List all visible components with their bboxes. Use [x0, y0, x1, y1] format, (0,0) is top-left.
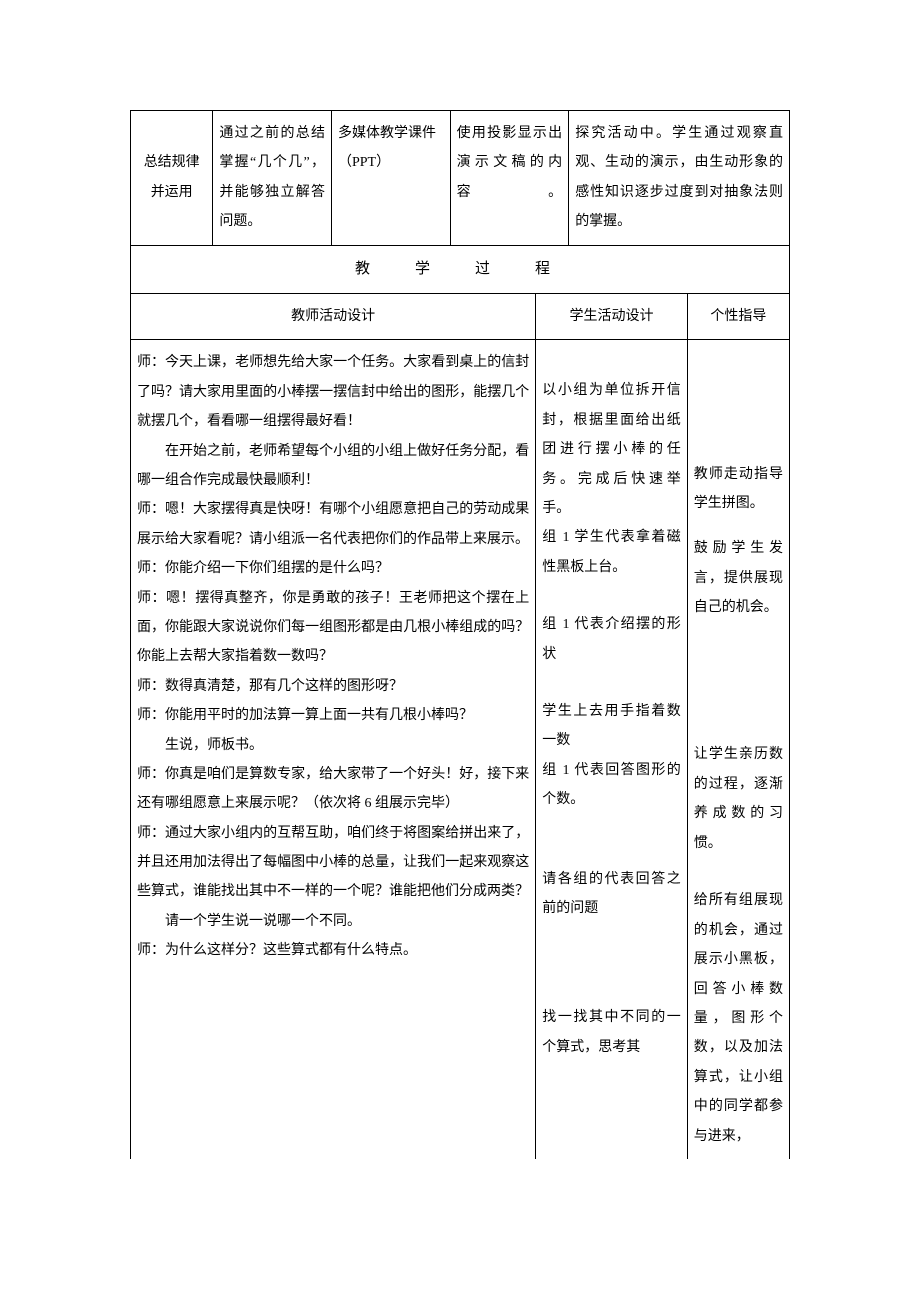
cell-stage: 总结规律并运用: [131, 111, 213, 246]
content-row-1: 师：今天上课，老师想先给大家一个任务。大家看到桌上的信封了吗？请大家用里面的小棒…: [131, 340, 790, 527]
student-activity: 以小组为单位拆开信封，根据里面给出纸团进行摆小棒的任务。完成后快速举手。 组 1…: [536, 340, 688, 1159]
teacher-p12: 师：为什么这样分？这些算式都有什么特点。: [137, 936, 529, 965]
teacher-p4: 师：你能介绍一下你们组摆的是什么吗？: [137, 554, 529, 583]
guide-g1: 教师走动指导学生拼图。: [687, 340, 789, 527]
header-student: 学生活动设计: [536, 294, 688, 340]
student-s2: 组 1 学生代表拿着磁性黑板上台。: [542, 523, 681, 582]
cell-purpose: 探究活动中。学生通过观察直观、生动的演示，由生动形象的感性知识逐步过度到对抽象法…: [569, 111, 790, 246]
student-s3: 组 1 代表介绍摆的形状: [542, 610, 681, 669]
guide-g4: 给所有组展现的机会，通过展示小黑板，回答小棒数量，图形个数，以及加法算式，让小组…: [687, 878, 789, 1159]
teacher-p11: 请一个学生说一说哪一个不同。: [137, 907, 529, 936]
header-guide: 个性指导: [687, 294, 789, 340]
teacher-activity: 师：今天上课，老师想先给大家一个任务。大家看到桌上的信封了吗？请大家用里面的小棒…: [131, 340, 536, 1159]
cell-media: 多媒体教学课件（PPT）: [331, 111, 450, 246]
cell-usage: 使用投影显示出演示文稿的内容。: [450, 111, 569, 246]
table-row: 总结规律并运用 通过之前的总结掌握“几个几”，并能够独立解答问题。 多媒体教学课…: [131, 111, 790, 246]
cell-objective: 通过之前的总结掌握“几个几”，并能够独立解答问题。: [213, 111, 332, 246]
header-teacher: 教师活动设计: [131, 294, 536, 340]
student-s1: 以小组为单位拆开信封，根据里面给出纸团进行摆小棒的任务。完成后快速举手。: [542, 376, 681, 523]
guide-g3: 让学生亲历数的过程，逐渐养成数的习惯。: [687, 732, 789, 878]
teacher-p6: 师：数得真清楚，那有几个这样的图形呀？: [137, 672, 529, 701]
lesson-plan-table: 总结规律并运用 通过之前的总结掌握“几个几”，并能够独立解答问题。 多媒体教学课…: [130, 110, 790, 1159]
teacher-p9: 师：你真是咱们是算数专家，给大家带了一个好头！好，接下来还有哪组愿意上来展示呢？…: [137, 760, 529, 819]
section-row: 教 学 过 程: [131, 245, 790, 294]
teacher-p3: 师：嗯！大家摆得真是快呀！有哪个小组愿意把自己的劳动成果展示给大家看呢？请小组派…: [137, 495, 529, 554]
teacher-p5: 师：嗯！摆得真整齐，你是勇敢的孩子！王老师把这个摆在上面，你能跟大家说说你们每一…: [137, 584, 529, 672]
guide-g2: 鼓励学生发言，提供展现自己的机会。: [687, 526, 789, 732]
student-s6: 请各组的代表回答之前的问题: [542, 865, 681, 924]
student-s7: 找一找其中不同的一个算式，思考其: [542, 1003, 681, 1062]
teacher-p2: 在开始之前，老师希望每个小组的小组上做好任务分配，看哪一组合作完成最快最顺利！: [137, 437, 529, 496]
student-s4: 学生上去用手指着数一数: [542, 697, 681, 756]
student-s5: 组 1 代表回答图形的个数。: [542, 756, 681, 815]
teacher-p10: 师：通过大家小组内的互帮互助，咱们终于将图案给拼出来了，并且还用加法得出了每幅图…: [137, 819, 529, 907]
teacher-p8: 生说，师板书。: [137, 731, 529, 760]
teacher-p1: 师：今天上课，老师想先给大家一个任务。大家看到桌上的信封了吗？请大家用里面的小棒…: [137, 348, 529, 436]
teacher-p7: 师：你能用平时的加法算一算上面一共有几根小棒吗？: [137, 701, 529, 730]
section-title: 教 学 过 程: [131, 245, 790, 294]
header-row: 教师活动设计 学生活动设计 个性指导: [131, 294, 790, 340]
